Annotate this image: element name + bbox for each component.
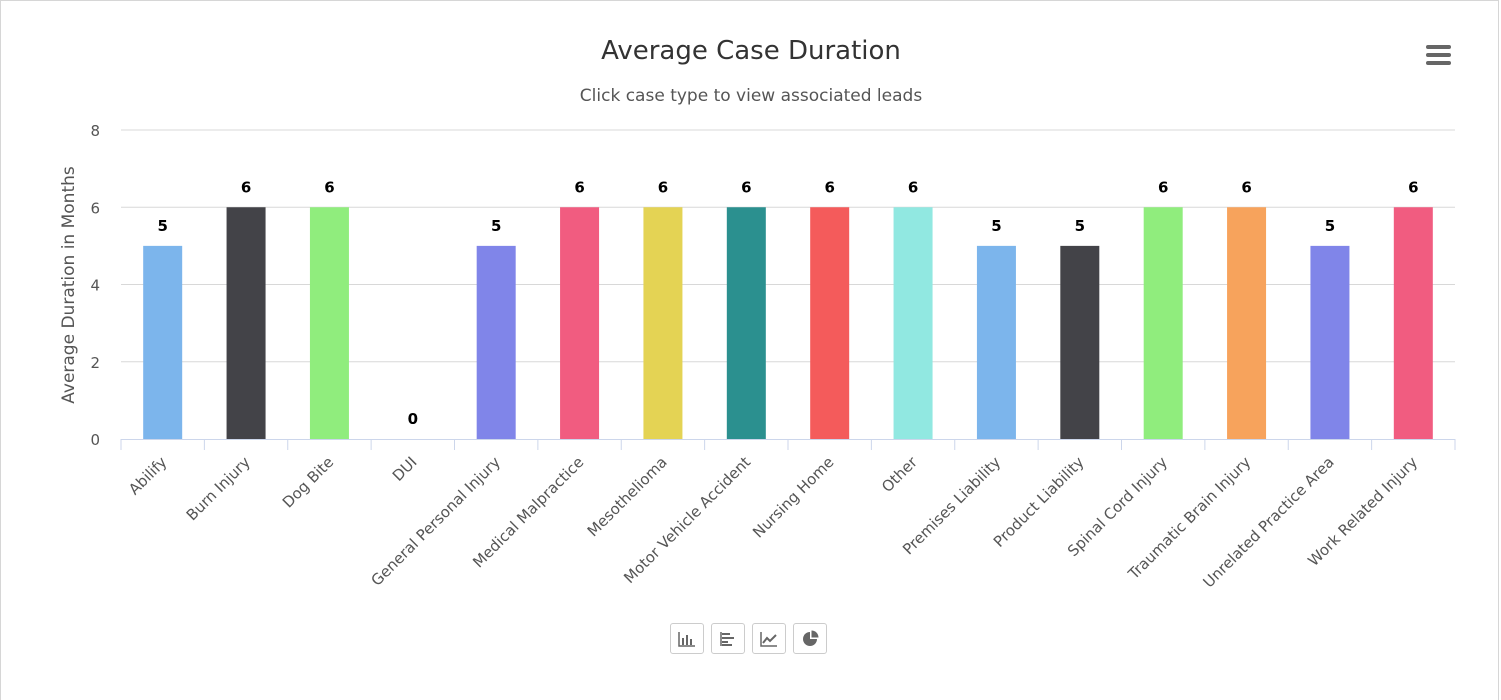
data-label: 5	[991, 217, 1001, 235]
data-label: 6	[1158, 178, 1168, 196]
bar[interactable]	[643, 207, 683, 439]
data-label: 6	[324, 178, 334, 196]
column-chart-icon[interactable]	[670, 623, 704, 654]
data-label: 6	[241, 178, 251, 196]
chart-type-switcher	[670, 623, 827, 655]
bar[interactable]	[976, 245, 1016, 439]
y-tick-label: 0	[90, 431, 100, 449]
x-tick-label[interactable]: Product Liability	[990, 453, 1088, 551]
x-axis	[120, 439, 1456, 450]
x-tick-label[interactable]: Other	[878, 453, 921, 496]
bar[interactable]	[1060, 245, 1100, 439]
y-tick-label: 4	[90, 277, 100, 295]
data-label: 6	[741, 178, 751, 196]
y-axis-title: Average Duration in Months	[59, 166, 79, 404]
y-axis-ticks: 0 2 4 6 8	[90, 122, 100, 449]
chart-title: Average Case Duration	[601, 36, 901, 66]
pie-chart-icon[interactable]	[793, 623, 827, 654]
bar[interactable]	[1227, 207, 1267, 439]
hamburger-menu-icon[interactable]	[1421, 41, 1455, 71]
data-label: 6	[1241, 178, 1251, 196]
bar-chart-icon[interactable]	[711, 623, 745, 654]
x-tick-label[interactable]: Dog Bite	[279, 453, 337, 511]
data-labels: 5 6 6 0 5 6 6 6 6 6 5 5 6 6 5 6	[156, 177, 1420, 430]
data-label: 0	[408, 410, 418, 428]
bar-series	[143, 207, 1433, 439]
bar[interactable]	[143, 245, 183, 439]
data-label: 6	[574, 178, 584, 196]
x-tick-label[interactable]: Abilify	[125, 453, 170, 498]
data-label: 6	[658, 178, 668, 196]
data-label: 5	[157, 217, 167, 235]
bar[interactable]	[476, 245, 516, 439]
bar[interactable]	[1310, 245, 1350, 439]
data-label: 5	[491, 217, 501, 235]
x-tick-label[interactable]: DUI	[389, 453, 421, 485]
data-label: 5	[1075, 217, 1085, 235]
data-label: 5	[1325, 217, 1335, 235]
bar[interactable]	[810, 207, 850, 439]
x-tick-label[interactable]: Mesothelioma	[584, 453, 671, 540]
line-chart-icon[interactable]	[752, 623, 786, 654]
y-tick-label: 8	[90, 122, 100, 140]
bar[interactable]	[226, 207, 266, 439]
bar[interactable]	[309, 207, 349, 439]
bar[interactable]	[1143, 207, 1183, 439]
x-tick-label[interactable]: Nursing Home	[749, 453, 837, 541]
data-label: 6	[1408, 178, 1418, 196]
y-tick-label: 6	[90, 199, 100, 217]
bar[interactable]	[560, 207, 600, 439]
y-tick-label: 2	[90, 354, 100, 372]
bar[interactable]	[726, 207, 766, 439]
bar[interactable]	[893, 207, 933, 439]
x-tick-label[interactable]: Burn Injury	[183, 453, 254, 524]
chart-subtitle: Click case type to view associated leads	[580, 86, 923, 106]
bar[interactable]	[1393, 207, 1433, 439]
data-label: 6	[824, 178, 834, 196]
data-label: 6	[908, 178, 918, 196]
